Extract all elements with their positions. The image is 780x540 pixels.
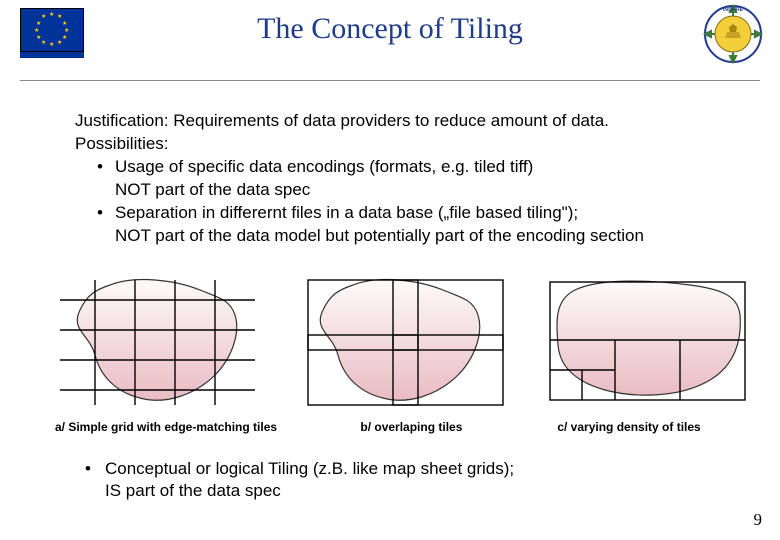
diagram-c — [540, 270, 750, 415]
bullet-2-line-2: NOT part of the data model but potential… — [115, 226, 644, 245]
captions-row: a/ Simple grid with edge-matching tiles … — [55, 420, 750, 434]
bullet-2-line-1: Separation in differernt files in a data… — [115, 203, 578, 222]
diagram-b — [298, 270, 508, 415]
header: ★ ★ ★ ★ ★ ★ ★ ★ ★ ★ ★ ★ The Concept of T… — [20, 0, 760, 81]
bullet-dot-icon: • — [85, 458, 91, 480]
caption-b: b/ overlaping tiles — [305, 420, 517, 434]
svg-text:INSPIRE: INSPIRE — [723, 7, 744, 13]
slide: ★ ★ ★ ★ ★ ★ ★ ★ ★ ★ ★ ★ The Concept of T… — [0, 0, 780, 540]
bullet-1-line-1: Usage of specific data encodings (format… — [115, 157, 533, 176]
diagrams-row — [55, 270, 750, 415]
bullet-dot-icon: • — [97, 202, 103, 225]
justification-line: Justification: Requirements of data prov… — [75, 110, 765, 133]
final-bullet-line-1: Conceptual or logical Tiling (z.B. like … — [105, 459, 514, 478]
caption-c: c/ varying density of tiles — [517, 420, 750, 434]
bullet-2: • Separation in differernt files in a da… — [75, 202, 765, 248]
inspire-logo: INSPIRE — [701, 2, 765, 66]
possibilities-label: Possibilities: — [75, 133, 765, 156]
page-title: The Concept of Tiling — [20, 12, 760, 46]
final-bullet-line-2: IS part of the data spec — [105, 481, 281, 500]
bullet-1-line-2: NOT part of the data spec — [115, 180, 310, 199]
bullet-dot-icon: • — [97, 156, 103, 179]
body-text: Justification: Requirements of data prov… — [75, 110, 765, 248]
bullet-1: • Usage of specific data encodings (form… — [75, 156, 765, 202]
diagram-a — [55, 270, 265, 415]
page-number: 9 — [754, 510, 763, 530]
header-accent-bar — [20, 52, 84, 58]
caption-a: a/ Simple grid with edge-matching tiles — [55, 420, 305, 434]
final-bullet: • Conceptual or logical Tiling (z.B. lik… — [105, 458, 720, 502]
